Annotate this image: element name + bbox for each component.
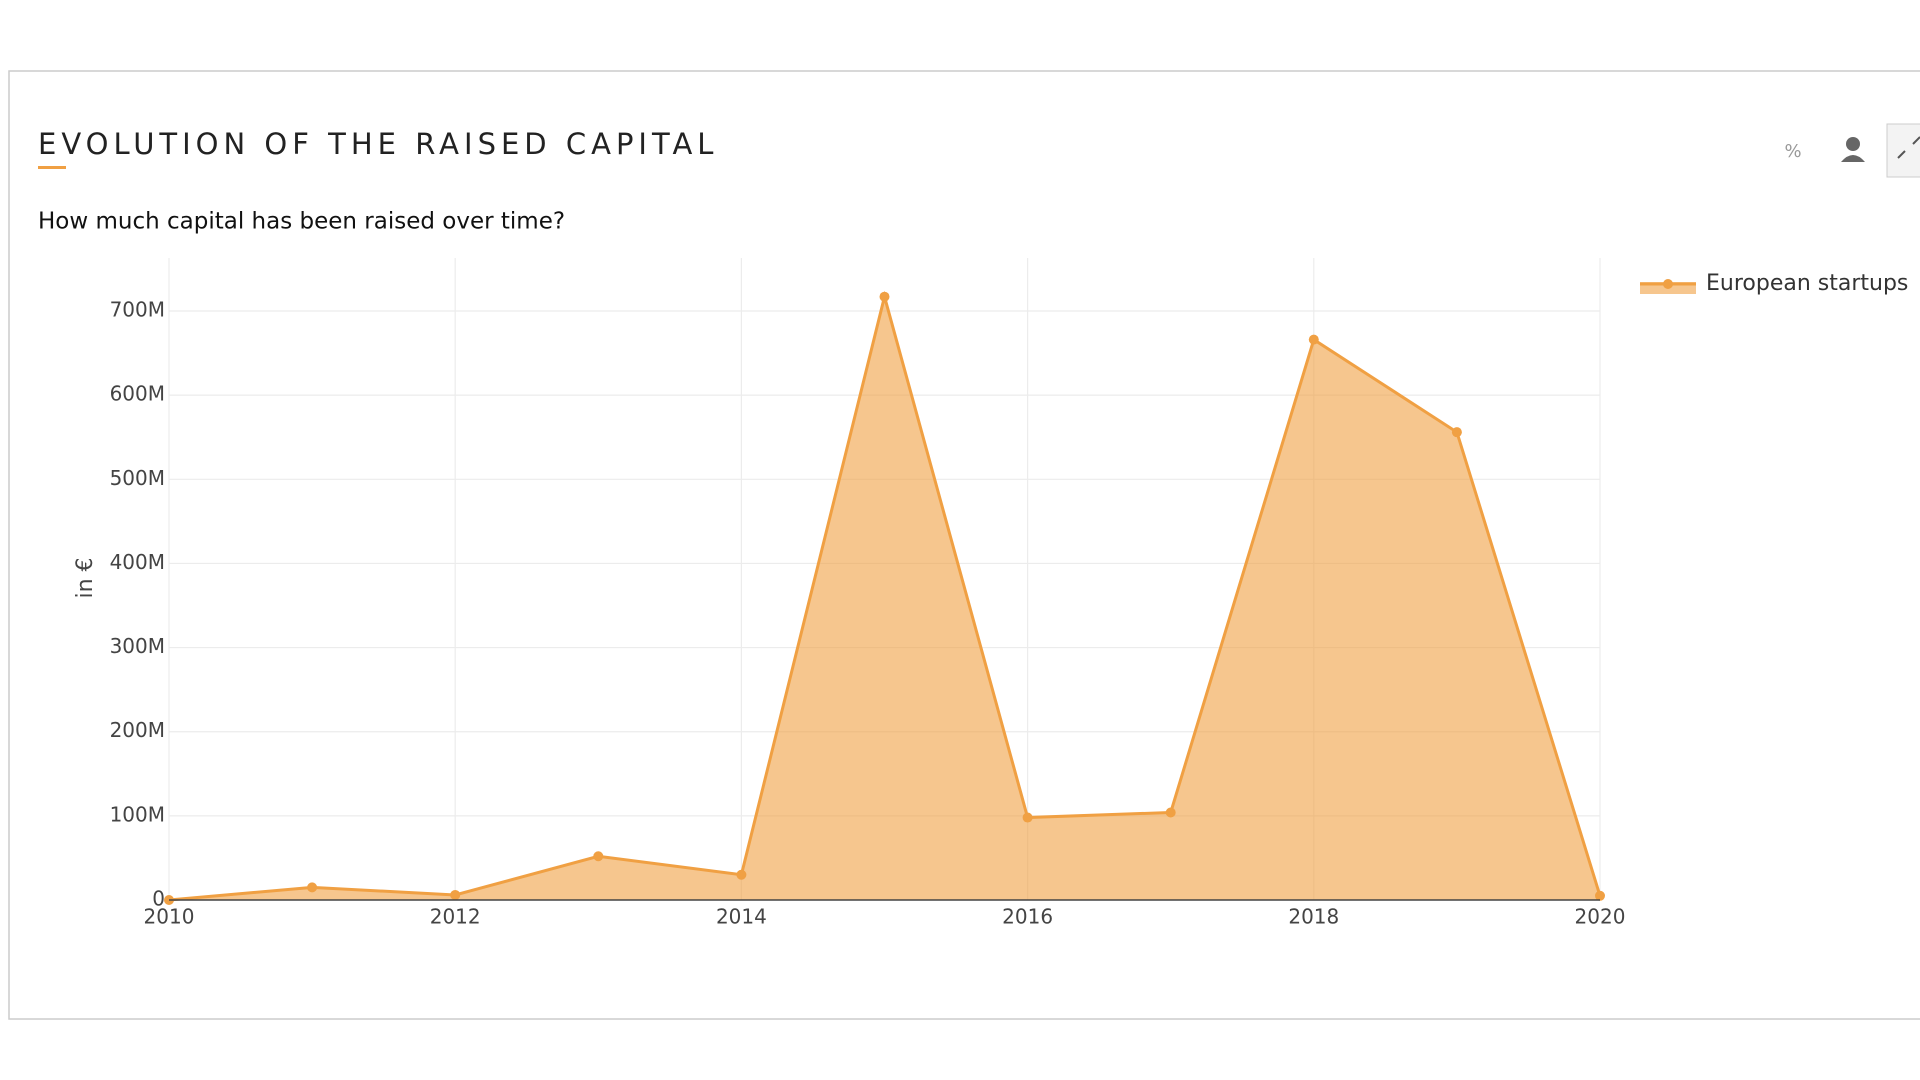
- point: [1165, 807, 1176, 818]
- y-tick-label: 0: [152, 887, 165, 911]
- collapse-button[interactable]: [1886, 123, 1920, 178]
- x-tick-label: 2016: [1002, 905, 1053, 929]
- x-tick-label: 2010: [144, 905, 195, 929]
- y-tick-label: 600M: [110, 382, 165, 406]
- user-button[interactable]: [1841, 137, 1865, 162]
- x-tick-label: 2020: [1575, 905, 1626, 929]
- y-axis-title: in €: [73, 557, 98, 598]
- y-tick-label: 500M: [110, 466, 165, 490]
- y-tick-label: 200M: [110, 718, 165, 742]
- area: [169, 296, 1600, 901]
- legend-label: European startups: [1706, 271, 1908, 296]
- point: [1595, 890, 1605, 901]
- point: [1451, 427, 1462, 438]
- collapse-icon: [1897, 136, 1920, 159]
- percent-button[interactable]: %: [1784, 141, 1801, 162]
- point: [736, 869, 747, 880]
- x-tick-label: 2018: [1288, 905, 1339, 929]
- chart-subtitle: How much capital has been raised over ti…: [38, 209, 565, 235]
- x-tick-label: 2014: [716, 905, 767, 929]
- legend-point: [1663, 279, 1673, 289]
- x-tick-label: 2012: [430, 905, 481, 929]
- point: [450, 889, 461, 900]
- y-tick-label: 400M: [110, 550, 165, 574]
- point: [1022, 812, 1033, 823]
- point: [593, 851, 604, 862]
- y-tick-label: 300M: [110, 634, 165, 658]
- chart-title: EVOLUTION OF THE RAISED CAPITAL: [38, 127, 718, 161]
- point: [879, 291, 890, 302]
- title-underline: [38, 166, 66, 169]
- y-tick-label: 100M: [110, 802, 165, 826]
- y-tick-label: 700M: [110, 298, 165, 322]
- point: [1308, 334, 1319, 345]
- point: [307, 882, 318, 893]
